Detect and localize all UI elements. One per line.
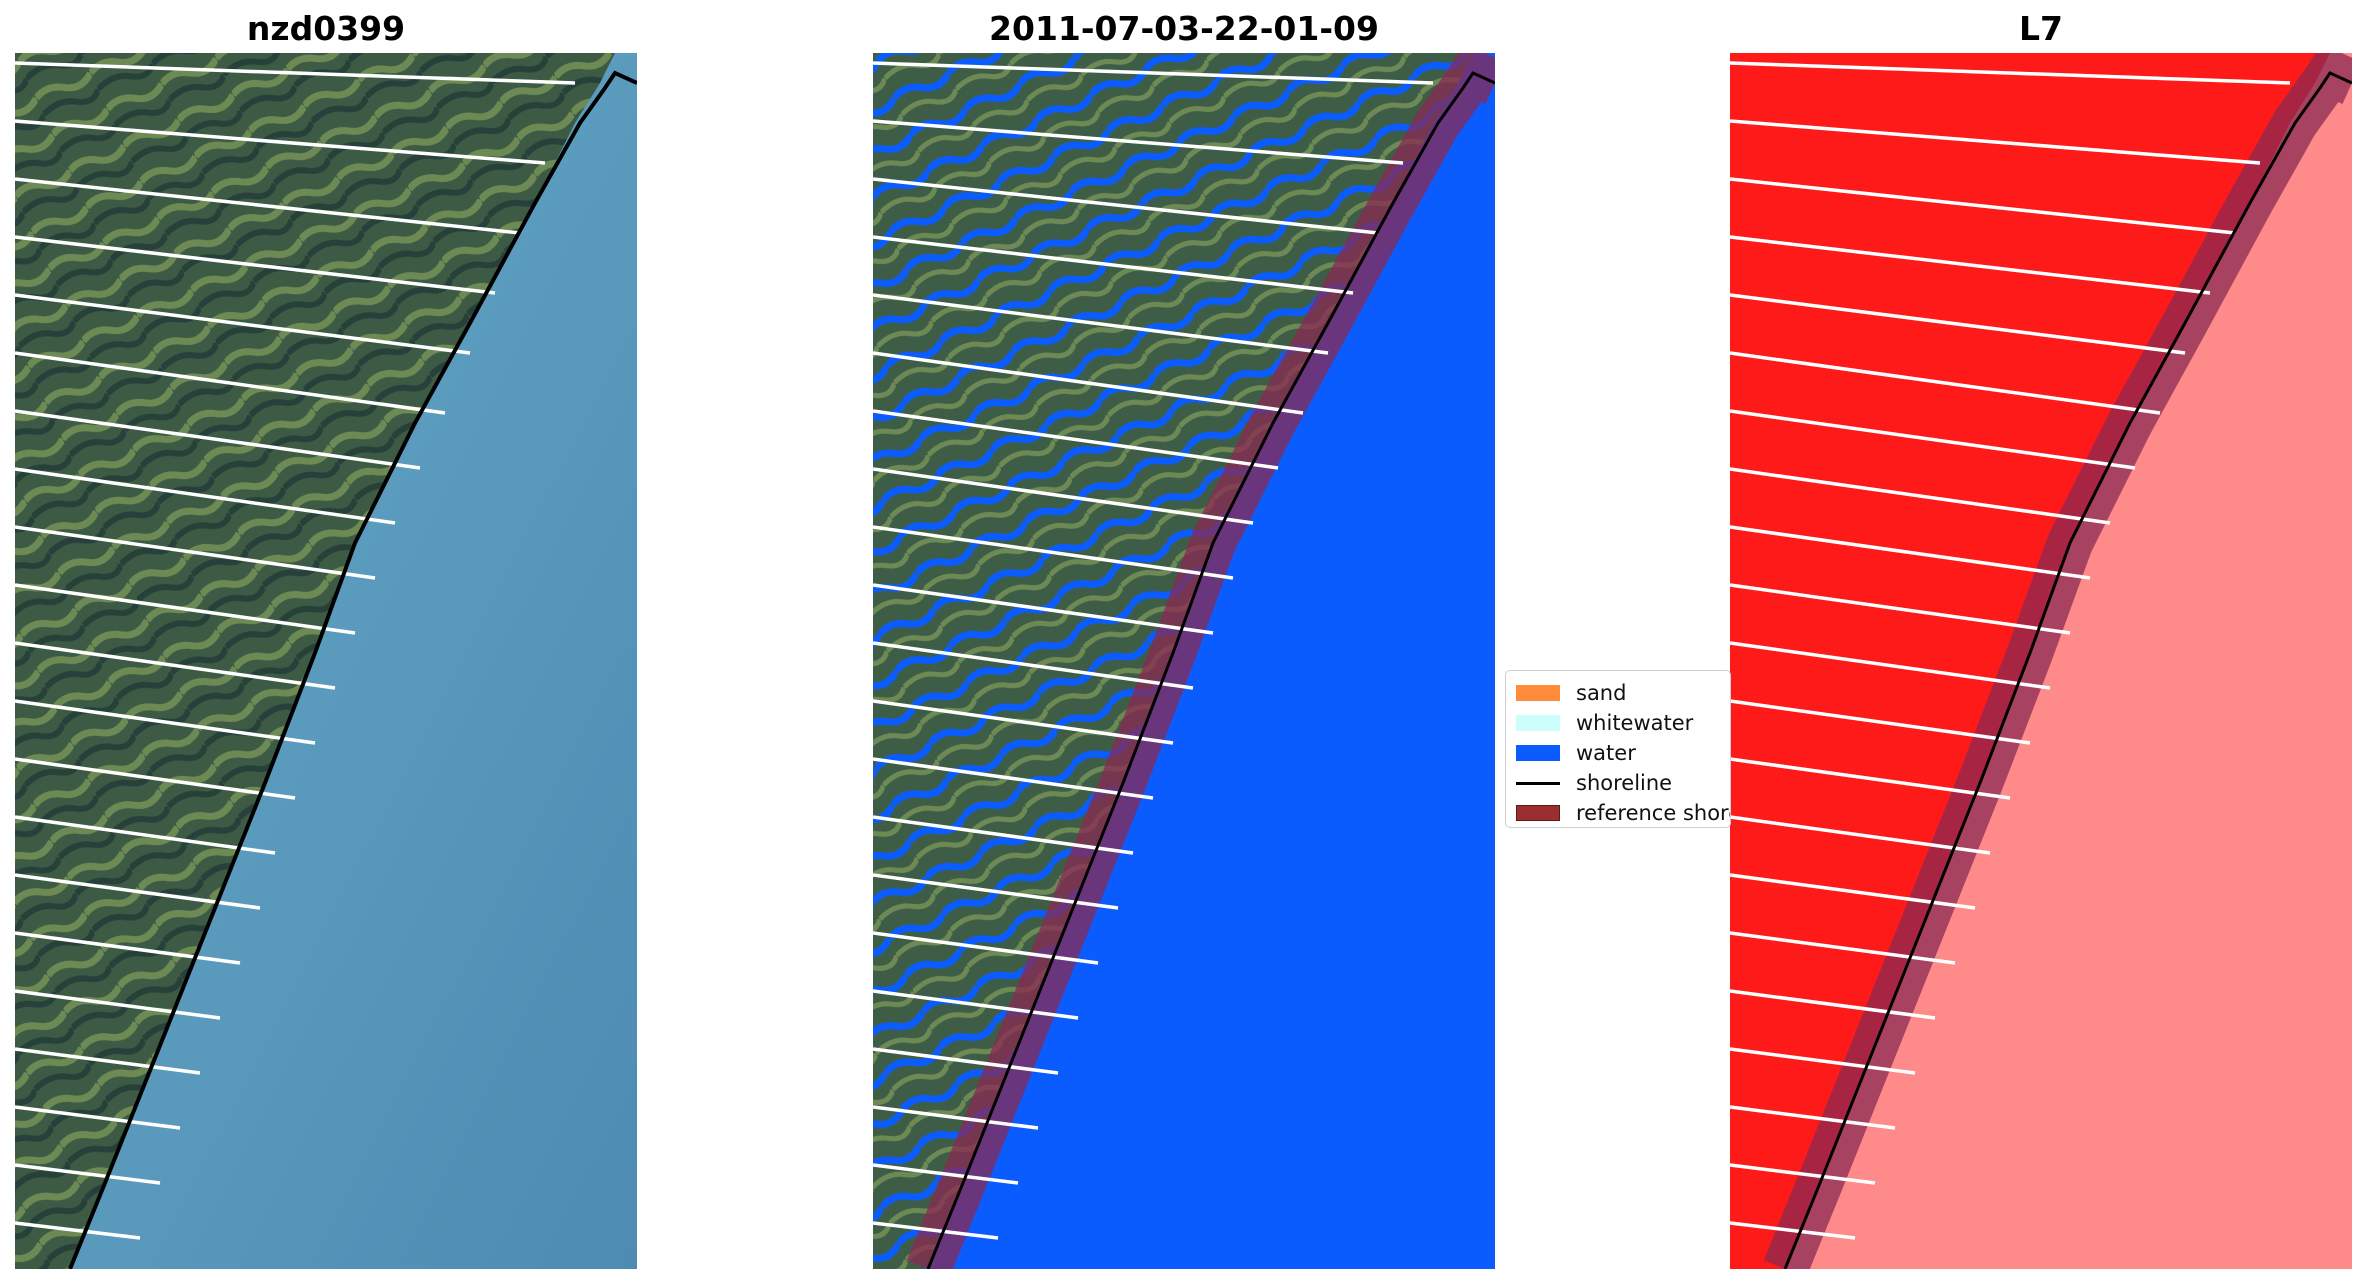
shoreline — [68, 70, 637, 1269]
rgb-satellite-image — [15, 53, 637, 1269]
legend-label: whitewater — [1576, 711, 1694, 735]
legend-item-sand: sand — [1516, 679, 1626, 707]
land-class-area — [873, 53, 1473, 1269]
legend-swatch-whitewater — [1516, 715, 1560, 731]
classified-image — [873, 53, 1495, 1269]
legend-label: reference shoreline — [1576, 801, 1730, 825]
legend: sand whitewater water shoreline referenc… — [1505, 670, 1731, 828]
land-mask-area — [1730, 53, 2330, 1269]
legend-item-shoreline: shoreline — [1516, 769, 1672, 797]
legend-label: shoreline — [1576, 771, 1673, 795]
panel-title-rgb: nzd0399 — [246, 9, 406, 48]
legend-item-water: water — [1516, 739, 1636, 767]
legend-swatch-sand — [1516, 685, 1560, 701]
legend-line-shoreline — [1516, 781, 1560, 785]
legend-label: sand — [1576, 681, 1627, 705]
transect-lines — [1730, 61, 2291, 1240]
legend-item-whitewater: whitewater — [1516, 709, 1693, 737]
panel-title-classified: 2011-07-03-22-01-09 — [989, 9, 1379, 48]
legend-label: water — [1576, 741, 1636, 765]
legend-swatch-water — [1516, 745, 1560, 761]
shoreline — [1783, 71, 2352, 1269]
transect-lines — [873, 61, 1434, 1240]
l7-mask-image — [1730, 53, 2352, 1269]
transect-lines — [15, 61, 576, 1240]
panel-title-mask: L7 — [2019, 9, 2063, 48]
shoreline — [926, 71, 1495, 1269]
legend-item-reference-shoreline: reference shoreline — [1516, 799, 1730, 827]
land-area — [15, 53, 615, 1269]
legend-swatch-reference-shoreline — [1516, 805, 1560, 821]
